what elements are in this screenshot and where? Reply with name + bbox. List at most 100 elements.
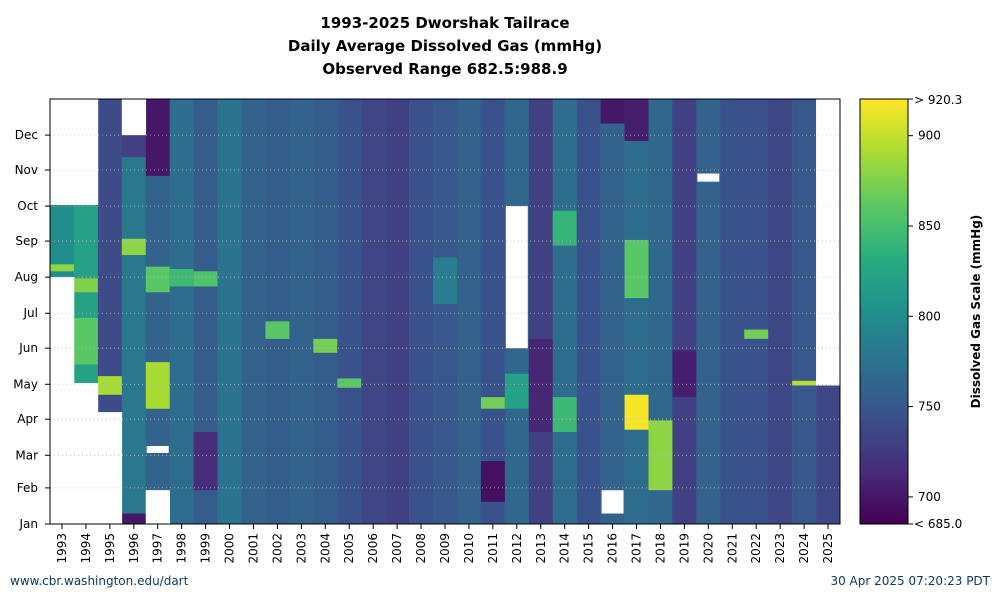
heatmap-cell	[768, 99, 793, 524]
heatmap-cell	[217, 99, 242, 524]
heatmap-cell	[241, 99, 266, 524]
colorbar	[859, 98, 909, 525]
y-tick-label: Jan	[19, 517, 39, 531]
y-tick-label: May	[13, 377, 38, 391]
heatmap-cell	[73, 278, 99, 293]
heatmap-cell	[289, 99, 314, 524]
x-tick-label: 1998	[175, 533, 189, 564]
x-tick-label: 2002	[270, 533, 284, 564]
x-tick-label: 2008	[414, 533, 428, 564]
x-tick-label: 2007	[390, 533, 404, 564]
x-tick-label: 2018	[653, 533, 667, 564]
heatmap-cell	[193, 271, 218, 287]
colorbar-tick-label: 800	[918, 309, 941, 323]
x-tick-label: 2013	[534, 533, 548, 564]
heatmap-cell	[624, 99, 649, 524]
heatmap-cell	[600, 99, 625, 524]
plot-frame	[49, 98, 841, 525]
heatmap-cell	[552, 99, 577, 524]
heatmap-cell	[145, 362, 170, 409]
chart-title: 1993-2025 Dworshak Tailrace Daily Averag…	[50, 12, 840, 81]
x-tick-label: 2000	[223, 533, 237, 564]
heatmap-cell	[433, 257, 458, 304]
heatmap-cell	[672, 99, 697, 524]
heatmap-cell	[480, 461, 506, 502]
heatmap-cell	[121, 135, 147, 524]
y-tick-label: Dec	[15, 128, 38, 142]
x-tick-label: 2021	[725, 533, 739, 564]
heatmap-cell	[576, 99, 601, 524]
heatmap-cell	[169, 269, 194, 287]
timestamp: 30 Apr 2025 07:20:23 PDT	[830, 574, 990, 588]
heatmap-cell	[528, 99, 554, 524]
colorbar-tick-label: 900	[918, 129, 941, 143]
heatmap-cell	[121, 238, 147, 256]
x-tick-label: 2022	[749, 533, 763, 564]
chart-title-line-2: Daily Average Dissolved Gas (mmHg)	[287, 37, 603, 55]
x-tick-label: 2001	[246, 533, 260, 564]
x-tick-label: 2014	[558, 533, 572, 564]
x-tick-label: 1997	[151, 533, 165, 564]
no-data-region	[816, 99, 841, 386]
heatmap-cell	[720, 99, 745, 524]
heatmap-cell	[504, 373, 530, 409]
colorbar-tick-label: 700	[918, 490, 941, 504]
no-data-region	[50, 99, 75, 205]
x-tick-label: 2023	[773, 533, 787, 564]
heatmap-cell	[816, 385, 841, 524]
y-tick-label: Feb	[17, 481, 38, 495]
heatmap-cell	[456, 99, 482, 524]
data-gap	[505, 206, 528, 349]
y-tick-label: Sep	[15, 234, 38, 248]
heatmap-cell	[648, 420, 673, 491]
chart-title-line-3: Observed Range 682.5:988.9	[322, 60, 568, 78]
heatmap-cell	[50, 264, 75, 272]
heatmap-cell	[624, 99, 649, 141]
x-tick-label: 1999	[199, 533, 213, 564]
heatmap-cell	[145, 266, 170, 293]
colorbar-min-label: < 685.0	[914, 517, 962, 531]
x-tick-label: 2011	[486, 533, 500, 564]
heatmap-cell	[744, 99, 769, 524]
y-tick-label: Aug	[15, 270, 38, 284]
heatmap-cell	[265, 321, 290, 339]
no-data-region	[121, 99, 147, 136]
heatmap-cell	[145, 99, 170, 176]
x-tick-label: 2003	[294, 533, 308, 564]
x-tick-label: 2025	[821, 533, 835, 564]
x-tick-label: 1995	[103, 533, 117, 564]
heatmap-cell	[409, 99, 434, 524]
heatmap-cell	[337, 99, 362, 524]
y-tick-label: Mar	[15, 448, 38, 462]
heatmap-cell	[552, 397, 577, 433]
chart-title-line-1: 1993-2025 Dworshak Tailrace	[320, 14, 570, 32]
heatmap-cell	[121, 513, 147, 524]
heatmap-cell	[528, 338, 554, 433]
x-tick-label: 2016	[606, 533, 620, 564]
x-tick-label: 2006	[366, 533, 380, 564]
heatmap-cell	[337, 378, 362, 388]
source-url: www.cbr.washington.edu/dart	[10, 574, 189, 588]
colorbar-max-label: > 920.3	[914, 93, 962, 107]
heatmap-cell	[624, 394, 649, 430]
x-tick-label: 2012	[510, 533, 524, 564]
x-tick-label: 2019	[677, 533, 691, 564]
y-tick-label: Jun	[18, 341, 38, 355]
heatmap-cell	[624, 239, 649, 299]
data-gap	[146, 445, 169, 453]
x-tick-label: 1993	[55, 533, 69, 564]
heatmap-cell	[97, 376, 123, 395]
heatmap-cell	[744, 329, 769, 339]
y-tick-label: Apr	[17, 412, 38, 426]
heatmap-cell	[97, 99, 123, 413]
data-gap	[697, 173, 720, 182]
data-gap	[601, 490, 624, 514]
y-tick-label: Nov	[15, 163, 38, 177]
x-tick-label: 2004	[318, 533, 332, 564]
heatmap-cell	[792, 99, 817, 524]
x-tick-label: 2009	[438, 533, 452, 564]
no-data-region	[97, 412, 123, 524]
no-data-region	[73, 383, 99, 524]
heatmap-cell	[600, 99, 625, 124]
